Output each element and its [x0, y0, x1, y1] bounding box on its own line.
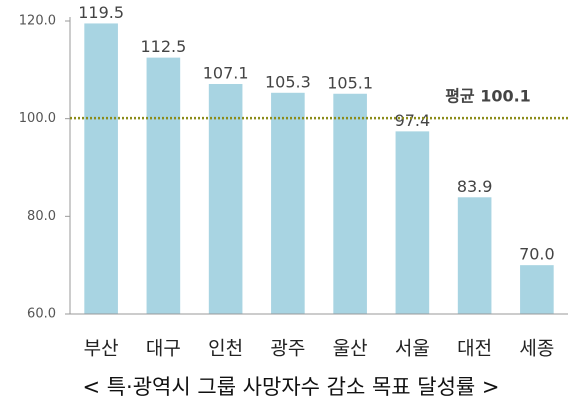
- data-label: 105.3: [265, 72, 311, 91]
- data-label: 105.1: [327, 73, 373, 92]
- data-label: 107.1: [203, 63, 249, 82]
- bar: [208, 83, 243, 315]
- x-tick-label: 대구: [146, 338, 181, 360]
- data-label: 112.5: [140, 37, 186, 56]
- data-label: 119.5: [78, 3, 124, 22]
- bar: [333, 93, 367, 315]
- x-tick-label: 서울: [395, 338, 430, 360]
- x-tick-label: 세종: [519, 338, 554, 360]
- y-tick-label: 60.0: [27, 307, 56, 322]
- x-tick-label: 인천: [208, 338, 243, 360]
- x-tick-label: 광주: [270, 338, 305, 360]
- bar: [271, 92, 305, 314]
- bar: [395, 131, 430, 314]
- y-tick-label: 120.0: [19, 14, 56, 29]
- bar: [146, 57, 181, 314]
- average-label: 평균 100.1: [445, 87, 531, 106]
- data-label: 83.9: [457, 177, 493, 196]
- x-tick-label: 부산: [84, 338, 119, 360]
- bar: [520, 265, 554, 314]
- bar: [457, 197, 492, 314]
- chart-title: < 특·광역시 그룹 사망자수 감소 목표 달성률 >: [82, 375, 499, 399]
- y-tick-label: 100.0: [19, 111, 56, 126]
- bar: [84, 23, 118, 315]
- x-tick-label: 울산: [333, 338, 368, 360]
- data-label: 70.0: [519, 245, 555, 264]
- x-tick-label: 대전: [457, 338, 492, 360]
- data-label: 97.4: [395, 111, 431, 130]
- y-tick-label: 80.0: [27, 209, 56, 224]
